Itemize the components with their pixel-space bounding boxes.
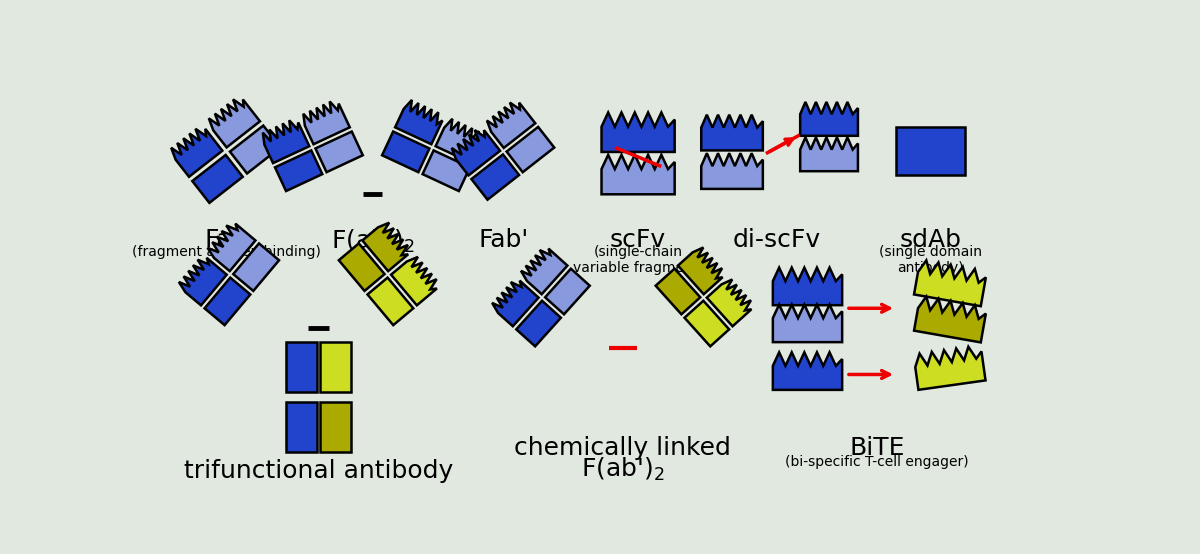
PathPatch shape [487,102,535,148]
Text: chemically linked: chemically linked [515,436,731,460]
PathPatch shape [395,100,443,144]
Text: sdAb: sdAb [900,228,961,252]
PathPatch shape [773,305,842,342]
PathPatch shape [914,296,986,342]
Polygon shape [896,127,965,175]
PathPatch shape [436,119,482,163]
PathPatch shape [362,223,408,271]
PathPatch shape [800,137,858,171]
PathPatch shape [655,269,701,314]
PathPatch shape [800,102,858,136]
PathPatch shape [263,120,310,163]
PathPatch shape [678,248,722,294]
PathPatch shape [516,301,560,346]
PathPatch shape [773,268,842,305]
PathPatch shape [506,127,554,172]
PathPatch shape [233,243,280,291]
PathPatch shape [492,281,539,326]
Text: Fab': Fab' [479,228,528,252]
Text: F(ab')$_2$: F(ab')$_2$ [331,228,414,255]
PathPatch shape [773,352,842,390]
PathPatch shape [230,126,281,173]
PathPatch shape [209,99,260,147]
PathPatch shape [707,280,751,326]
PathPatch shape [916,347,985,390]
PathPatch shape [684,301,730,346]
PathPatch shape [192,155,242,203]
PathPatch shape [304,101,349,144]
Text: BiTE: BiTE [850,436,905,460]
Polygon shape [287,342,317,392]
PathPatch shape [338,243,384,291]
Text: scFv: scFv [610,228,666,252]
Text: (single domain
antibody): (single domain antibody) [880,245,983,275]
PathPatch shape [521,249,568,294]
Text: Fab: Fab [204,228,248,252]
Text: F(ab')$_2$: F(ab')$_2$ [581,455,665,483]
PathPatch shape [422,150,470,191]
PathPatch shape [451,130,500,176]
PathPatch shape [701,153,763,189]
PathPatch shape [367,278,413,325]
PathPatch shape [472,155,520,199]
PathPatch shape [914,260,986,306]
PathPatch shape [601,155,674,194]
PathPatch shape [179,258,227,305]
Text: (fragment antigen binding): (fragment antigen binding) [132,245,320,259]
Text: (single-chain
variable fragment): (single-chain variable fragment) [572,245,703,275]
PathPatch shape [382,131,430,172]
PathPatch shape [172,129,222,177]
Polygon shape [287,402,317,452]
PathPatch shape [391,257,437,305]
PathPatch shape [601,112,674,152]
PathPatch shape [204,278,251,325]
Text: di-scFv: di-scFv [733,228,821,252]
Polygon shape [320,402,350,452]
Text: (bi-specific T-cell engager): (bi-specific T-cell engager) [785,455,968,469]
PathPatch shape [701,115,763,150]
PathPatch shape [545,269,589,314]
PathPatch shape [275,150,323,191]
PathPatch shape [208,224,256,271]
Text: trifunctional antibody: trifunctional antibody [184,459,454,483]
PathPatch shape [316,131,362,172]
Polygon shape [320,342,350,392]
